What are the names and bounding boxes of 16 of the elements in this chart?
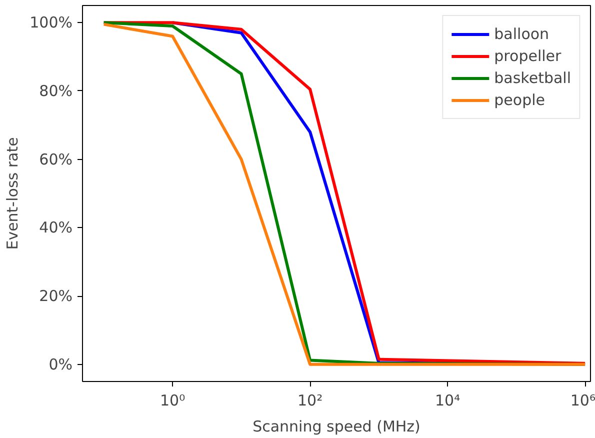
x-tick-label: 10⁶ [570, 392, 595, 410]
legend-label: propeller [494, 47, 562, 65]
legend-label: basketball [494, 69, 571, 87]
legend-label: balloon [494, 25, 550, 43]
y-tick-label: 80% [39, 82, 73, 100]
y-axis-title: Event-loss rate [4, 137, 22, 250]
x-tick-label: 10² [298, 392, 323, 410]
y-tick-label: 0% [48, 355, 72, 374]
y-tick-label: 60% [39, 150, 73, 168]
y-tick-label: 40% [39, 218, 73, 237]
x-tick-label: 10⁴ [435, 392, 460, 410]
y-tick-label: 100% [30, 14, 73, 32]
legend-label: people [494, 91, 546, 109]
x-axis-title: Scanning speed (MHz) [252, 418, 420, 436]
y-tick-label: 20% [39, 287, 73, 306]
x-tick-label: 10⁰ [160, 392, 186, 410]
